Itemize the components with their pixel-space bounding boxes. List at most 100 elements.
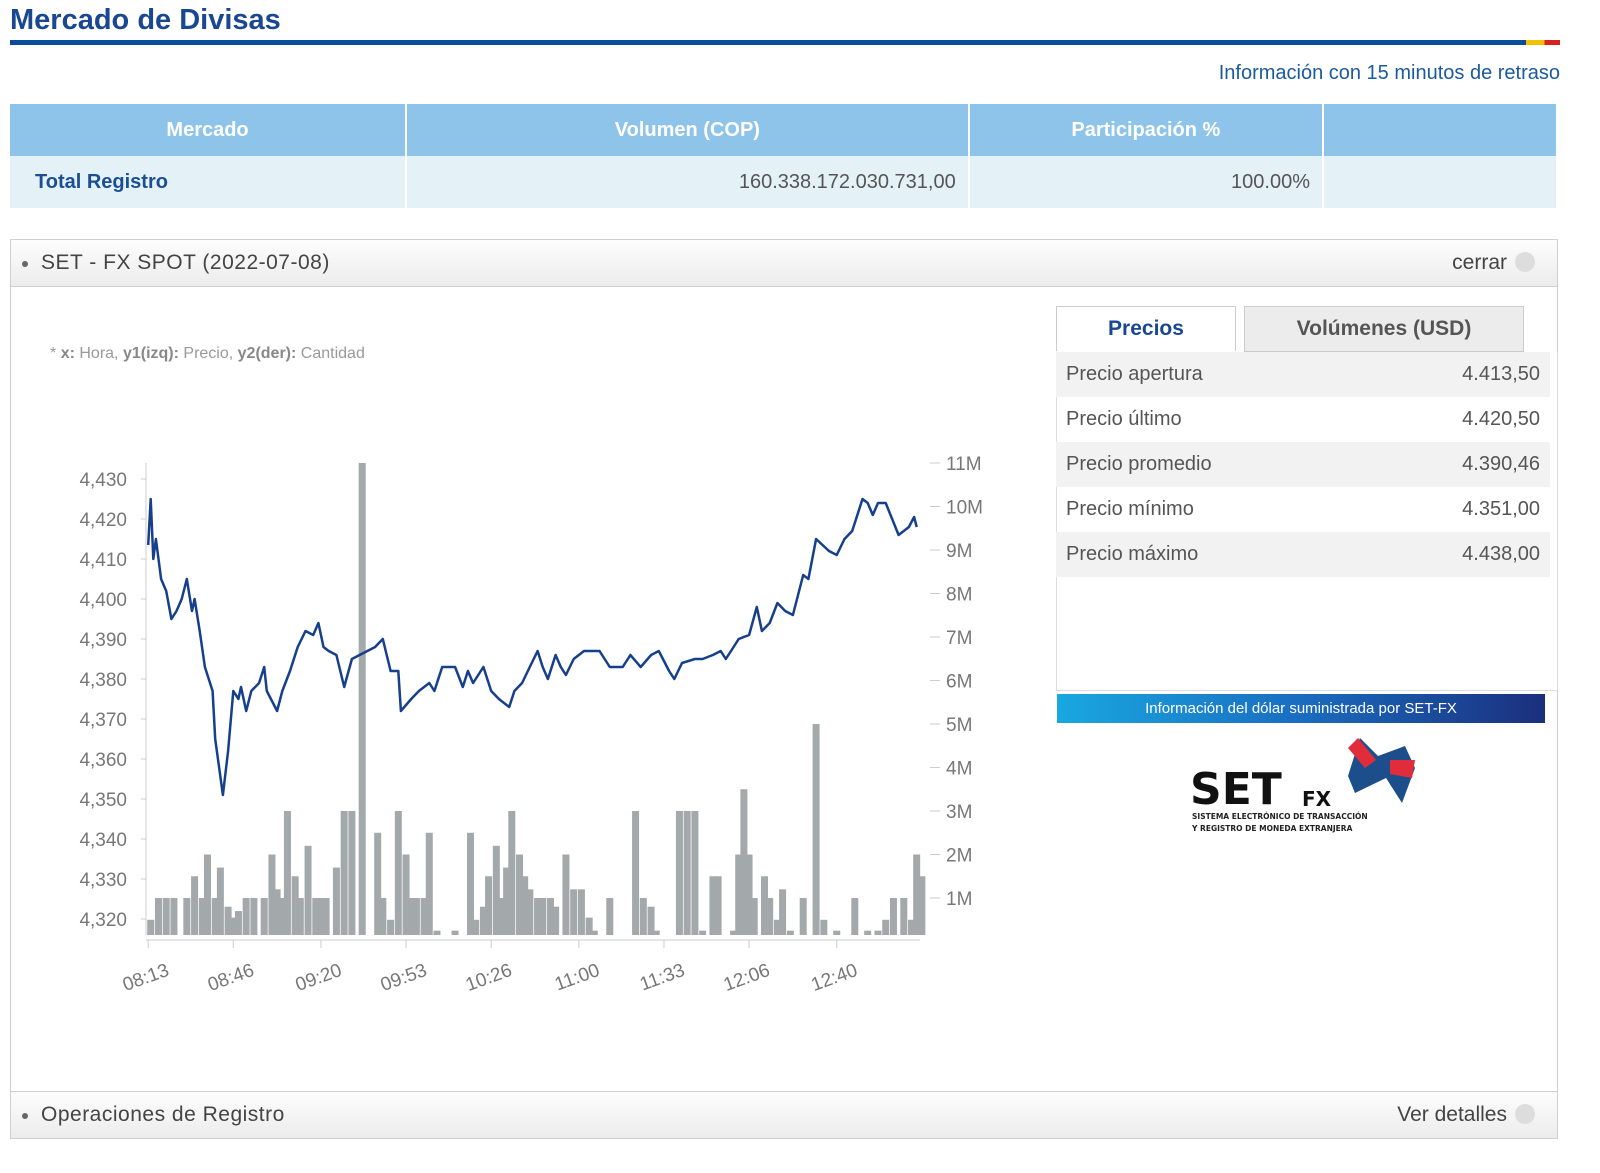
volume-bar <box>358 463 366 935</box>
column-header: Mercado <box>10 104 408 156</box>
header-row: Mercado Volumen (COP) Participación % <box>10 104 1558 156</box>
price-row: Precio máximo 4.438,00 <box>1056 532 1550 577</box>
y2-tick-label: 1M <box>946 889 972 910</box>
price-label: Precio mínimo <box>1066 498 1194 520</box>
footer-bar: Operaciones de Registro Ver detalles <box>10 1091 1558 1139</box>
volume-bar <box>652 930 660 935</box>
table-cell-blank <box>1323 156 1558 208</box>
volume-bar <box>766 898 774 935</box>
volume-bar <box>699 930 707 935</box>
volume-bar <box>433 930 441 935</box>
y2-tick-label: 7M <box>946 628 972 649</box>
logo-suffix: FX <box>1302 787 1332 811</box>
volume-bar <box>229 917 237 935</box>
volume-bar <box>183 898 191 935</box>
volume-bar <box>402 854 410 935</box>
bullet <box>22 261 28 267</box>
volume-bar <box>203 854 211 935</box>
volume-bar <box>714 876 722 935</box>
title-rule <box>10 40 1560 45</box>
volume-bar <box>497 898 505 935</box>
price-value: 4.420,50 <box>1462 408 1540 430</box>
table-cell: 100.00% <box>968 156 1325 208</box>
volume-bar <box>312 898 320 935</box>
price-label: Precio promedio <box>1056 442 1367 487</box>
tab-volumes[interactable]: Volúmenes (USD) <box>1244 306 1524 352</box>
tab-prices[interactable]: Precios <box>1056 306 1236 351</box>
volume-bar <box>317 898 325 935</box>
y-tick-label: 4,400 <box>79 590 127 611</box>
price-label: Precio último <box>1066 408 1182 430</box>
note-text: Precio, <box>183 345 234 362</box>
volume-bar <box>425 832 433 935</box>
volume-bar <box>864 930 872 935</box>
x-tick-label: 09:53 <box>378 960 430 996</box>
volume-bar <box>745 854 753 935</box>
y2-tick-label: 11M <box>946 454 982 475</box>
price-table: Precio apertura 4.413,50 Precio último 4.42… <box>1056 352 1550 577</box>
bullet <box>22 1113 28 1119</box>
volume-bar <box>647 906 655 935</box>
details-button[interactable]: Ver detalles <box>1397 1103 1507 1126</box>
y2-tick-label: 2M <box>946 846 972 867</box>
table-cell: 160.338.172.030.731,00 <box>406 156 970 208</box>
y-tick-label: 4,360 <box>79 750 127 771</box>
volume-bar <box>348 811 356 935</box>
volume-bar <box>546 898 554 935</box>
column-header: Participación % <box>968 104 1325 156</box>
volume-bar <box>296 898 304 935</box>
volume-bar <box>552 906 560 935</box>
close-button[interactable]: cerrar <box>1452 251 1507 274</box>
price-label: Precio apertura <box>1056 352 1367 397</box>
volume-bar <box>268 854 276 935</box>
y2-tick-label: 5M <box>946 715 972 736</box>
volume-bar <box>412 898 420 935</box>
volume-bar <box>730 930 738 935</box>
y-tick-label: 4,320 <box>79 910 127 931</box>
y-tick-label: 4,390 <box>79 630 127 651</box>
volume-bar <box>291 876 299 935</box>
volume-bar <box>639 898 647 935</box>
volume-bar <box>479 906 487 935</box>
y2-tick-label: 9M <box>946 541 972 562</box>
panel-header: SET - FX SPOT (2022-07-08) cerrar <box>10 239 1558 287</box>
x-tick-label: 11:33 <box>637 960 688 996</box>
volume-bar <box>534 898 542 935</box>
volume-bar <box>632 811 640 935</box>
volume-bar <box>467 832 475 935</box>
price-row: Precio promedio 4.390,46 <box>1056 442 1550 487</box>
volume-bar <box>799 898 807 935</box>
volume-bar <box>492 845 500 935</box>
x-tick-label: 08:13 <box>120 960 172 996</box>
volume-bar <box>585 917 593 935</box>
details-icon[interactable] <box>1515 1104 1535 1124</box>
volume-bar <box>539 898 547 935</box>
price-row: Precio apertura 4.413,50 <box>1056 352 1550 397</box>
x-tick-label: 10:26 <box>463 960 515 996</box>
volume-bar <box>735 854 743 935</box>
price-row: Precio mínimo 4.351,00 <box>1056 487 1550 532</box>
volume-bar <box>242 898 250 935</box>
volume-bar <box>851 898 859 935</box>
note-text: Cantidad <box>300 345 365 362</box>
volume-bar <box>283 811 291 935</box>
volume-bar <box>379 898 387 935</box>
note-key: y2(der): <box>237 345 297 362</box>
close-icon[interactable] <box>1515 252 1535 272</box>
banner: Información del dólar suministrada por S… <box>1057 694 1545 723</box>
volume-bar <box>216 867 224 935</box>
volume-bar <box>234 911 242 935</box>
volume-bar <box>170 898 178 935</box>
volume-bar <box>773 919 781 935</box>
logo-line: SISTEMA ELECTRÓNICO DE TRANSACCIÓN <box>1192 812 1368 821</box>
set-fx-logo: SET FX SISTEMA ELECTRÓNICO DE TRANSACCIÓ… <box>1190 738 1415 833</box>
volume-bar <box>332 867 340 935</box>
volume-bar <box>451 930 459 935</box>
y-tick-label: 4,370 <box>79 710 127 731</box>
volume-bar <box>908 919 916 935</box>
x-tick-label: 08:46 <box>205 960 257 996</box>
volume-bar <box>606 898 614 935</box>
y2-tick-label: 6M <box>946 672 972 693</box>
logo-line: Y REGISTRO DE MONEDA EXTRANJERA <box>1191 824 1353 833</box>
price-line <box>146 497 918 797</box>
